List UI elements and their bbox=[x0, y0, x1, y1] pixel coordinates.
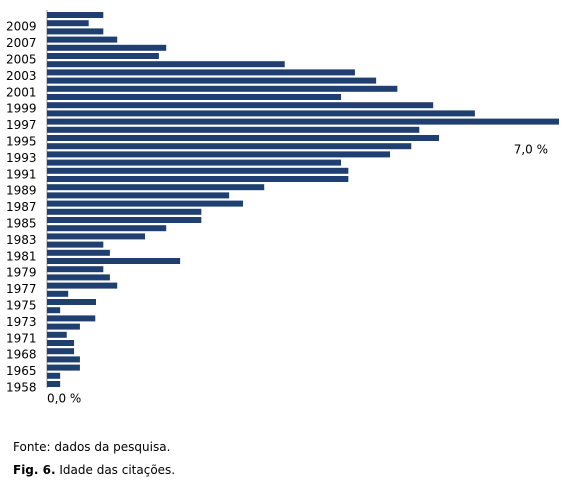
bar bbox=[47, 266, 104, 273]
y-tick-label: 1977 bbox=[6, 282, 37, 296]
bar bbox=[47, 249, 110, 256]
bar bbox=[47, 208, 202, 215]
caption: Fig. 6. Idade das citações. bbox=[13, 463, 175, 477]
y-tick-label: 1975 bbox=[6, 299, 37, 313]
y-tick-label: 1979 bbox=[6, 266, 37, 280]
bar bbox=[47, 61, 285, 68]
x-tick-label: 0,0 % bbox=[47, 392, 81, 406]
bar bbox=[47, 44, 167, 51]
bar bbox=[47, 151, 391, 158]
y-tick-label: 1991 bbox=[6, 167, 37, 181]
bar bbox=[47, 110, 475, 117]
bar bbox=[47, 192, 230, 199]
y-tick-label: 1993 bbox=[6, 151, 37, 165]
bar bbox=[47, 348, 75, 355]
chart: 2009 2007 2005 2003 2001 1999 1997 1995 1993 1991… bbox=[6, 10, 559, 406]
y-tick-label: 1968 bbox=[6, 348, 37, 362]
y-tick-label: 2003 bbox=[6, 69, 37, 83]
bar bbox=[47, 290, 69, 297]
bar bbox=[47, 233, 146, 240]
bar bbox=[47, 315, 96, 322]
source: Fonte: dados da pesquisa. bbox=[13, 440, 171, 454]
bar bbox=[47, 217, 202, 223]
bar bbox=[47, 299, 97, 305]
bar bbox=[47, 126, 420, 133]
y-tick-label: 1995 bbox=[6, 135, 37, 149]
bar bbox=[47, 274, 110, 281]
bar bbox=[47, 20, 89, 27]
bar bbox=[47, 135, 440, 141]
bar bbox=[47, 364, 80, 371]
y-tick-label: 1985 bbox=[6, 217, 37, 231]
bar bbox=[47, 176, 349, 182]
bar bbox=[47, 118, 559, 125]
y-tick-label: 1989 bbox=[6, 184, 37, 198]
y-tick-label: 1973 bbox=[6, 315, 37, 329]
bar bbox=[47, 282, 118, 289]
bar bbox=[47, 143, 412, 150]
y-tick-label: 2001 bbox=[6, 85, 37, 99]
bar bbox=[47, 167, 349, 174]
y-tick-label: 1971 bbox=[6, 331, 37, 345]
bar bbox=[47, 356, 80, 363]
bar bbox=[47, 340, 75, 346]
y-tick-label: 1997 bbox=[6, 118, 37, 132]
y-tick-label: 1958 bbox=[6, 381, 37, 395]
bar bbox=[47, 94, 342, 100]
bar bbox=[47, 225, 167, 232]
bar bbox=[47, 381, 61, 387]
y-tick-label: 1999 bbox=[6, 102, 37, 116]
bar bbox=[47, 258, 181, 264]
caption-label: Fig. 6. bbox=[13, 463, 56, 477]
y-tick-label: 2009 bbox=[6, 20, 37, 34]
caption-text: Idade das citações. bbox=[59, 463, 176, 477]
y-tick-label: 1987 bbox=[6, 200, 37, 214]
bar bbox=[47, 77, 377, 84]
bar bbox=[47, 36, 118, 43]
bar bbox=[47, 28, 104, 35]
bar bbox=[47, 372, 61, 379]
bar bbox=[47, 12, 104, 18]
bar bbox=[47, 331, 67, 338]
bar bbox=[47, 69, 355, 76]
y-tick-label: 1981 bbox=[6, 249, 37, 263]
x-tick-label: 7,0 % bbox=[514, 143, 548, 157]
bar bbox=[47, 200, 244, 207]
bar bbox=[47, 307, 61, 314]
bar bbox=[47, 184, 265, 191]
y-tick-label: 1983 bbox=[6, 233, 37, 247]
bar bbox=[47, 85, 398, 92]
bar bbox=[47, 159, 342, 166]
bar bbox=[47, 323, 80, 330]
bar bbox=[47, 241, 104, 248]
bar bbox=[47, 53, 159, 59]
y-tick-label: 2007 bbox=[6, 36, 37, 50]
bar bbox=[47, 102, 434, 109]
y-tick-label: 2005 bbox=[6, 53, 37, 67]
y-tick-label: 1965 bbox=[6, 364, 37, 378]
